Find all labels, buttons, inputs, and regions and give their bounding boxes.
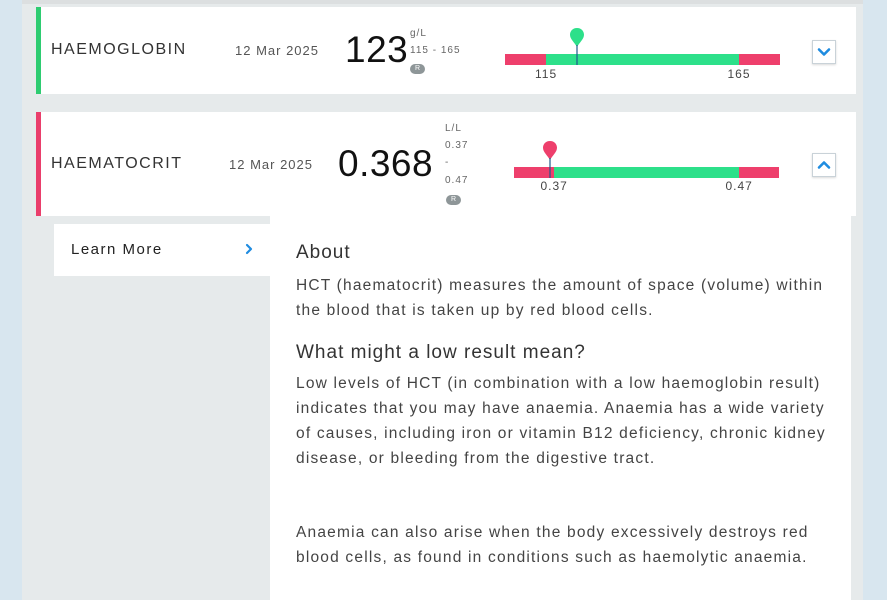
learn-more-tab[interactable]: Learn More: [54, 224, 270, 276]
low-result-heading: What might a low result mean?: [296, 342, 586, 363]
range-bar-low-zone: [514, 167, 554, 178]
learn-more-content: About HCT (haematocrit) measures the amo…: [270, 216, 851, 600]
detail-sidebar: [54, 216, 270, 600]
about-heading: About: [296, 242, 351, 263]
collapse-button[interactable]: [812, 153, 836, 177]
range-bar: [514, 167, 779, 178]
about-text: HCT (haematocrit) measures the amount of…: [296, 277, 824, 319]
result-card-haematocrit[interactable]: HAEMATOCRIT 12 Mar 2025 0.368 L/L 0.37 -…: [36, 112, 856, 216]
low-result-text: Low levels of HCT (in combination with a…: [296, 375, 826, 467]
range-low-label: 115: [535, 67, 558, 81]
reference-range: 115 - 165: [410, 45, 461, 56]
range-high-label: 165: [727, 67, 751, 81]
test-value: 123: [345, 29, 409, 70]
result-card-haemoglobin[interactable]: HAEMOGLOBIN 12 Mar 2025 123 g/L 115 - 16…: [36, 7, 856, 94]
range-bar-normal-zone: [554, 167, 739, 178]
reference-badge: R: [410, 64, 425, 74]
chevron-up-icon: [817, 161, 831, 169]
range-low-label: 0.37: [540, 179, 568, 193]
test-date: 12 Mar 2025: [235, 43, 319, 58]
reference-range-separator: -: [445, 157, 450, 168]
test-unit: g/L: [410, 28, 427, 39]
chevron-down-icon: [817, 48, 831, 56]
low-result-text-2: Anaemia can also arise when the body exc…: [296, 524, 809, 566]
range-bar: [505, 54, 780, 65]
range-bar-normal-zone: [546, 54, 739, 65]
test-unit: L/L: [445, 123, 462, 134]
chevron-right-icon: [245, 243, 253, 255]
range-high-label: 0.47: [725, 179, 753, 193]
range-bar-low-zone: [505, 54, 546, 65]
result-marker-icon: [570, 28, 585, 65]
reference-badge: R: [446, 195, 461, 205]
range-bar-high-zone: [739, 54, 780, 65]
reference-range-high: 0.47: [445, 175, 469, 186]
top-divider: [22, 0, 863, 4]
range-bar-high-zone: [739, 167, 779, 178]
test-name: HAEMATOCRIT: [51, 155, 183, 172]
result-marker-icon: [543, 141, 558, 178]
test-name: HAEMOGLOBIN: [51, 41, 187, 58]
test-value: 0.368: [338, 143, 434, 184]
learn-more-label: Learn More: [71, 241, 163, 258]
expand-button[interactable]: [812, 40, 836, 64]
test-date: 12 Mar 2025: [229, 157, 313, 172]
reference-range-low: 0.37: [445, 140, 469, 151]
